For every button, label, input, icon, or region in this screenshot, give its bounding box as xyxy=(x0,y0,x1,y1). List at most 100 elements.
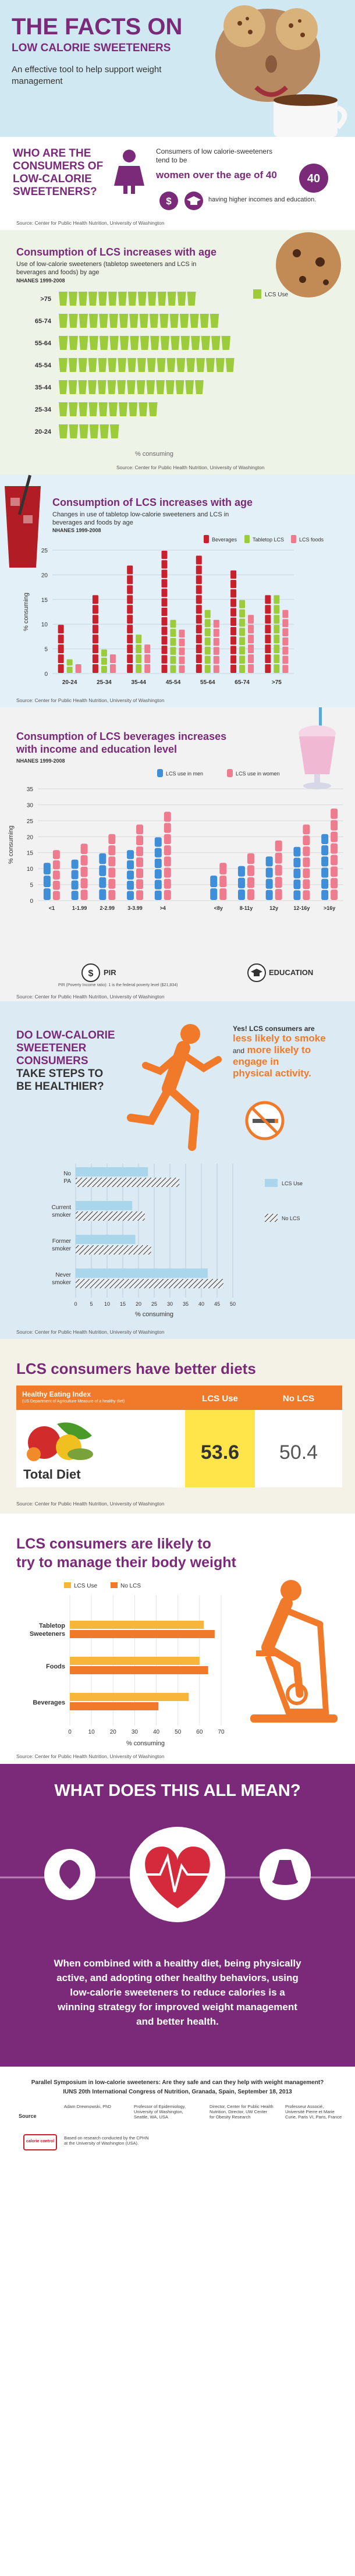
type-bar-segment xyxy=(274,664,280,673)
type-bar-segment xyxy=(196,575,202,584)
type-bar-segment xyxy=(127,605,133,614)
type-bar-segment xyxy=(196,605,202,614)
healthy-q-l2: SWEETENER xyxy=(16,1042,87,1054)
age-cup xyxy=(166,358,176,372)
type-bar-segment xyxy=(248,615,254,624)
manage-chart: LCS Use No LCS 0 10 20 30 40 50 60 70 Tabletop Swee… xyxy=(30,1582,225,1747)
age-x-axis-label: % consuming xyxy=(135,451,173,458)
income-bar-segment xyxy=(321,890,329,900)
manage-bar-nolcs xyxy=(70,1702,159,1710)
type-bar-segment xyxy=(230,598,237,607)
svg-text:$: $ xyxy=(166,196,172,207)
calorie-control-logo-text: calorie control xyxy=(26,2139,55,2143)
age-cup xyxy=(59,314,68,328)
footer-person-role1: Professor of Epidemiology, University of… xyxy=(134,2104,186,2120)
type-x-tick: 25-34 xyxy=(97,679,112,686)
type-bar-segment xyxy=(196,664,202,673)
diet-index-sub: (US Department of Agriculture Measure of… xyxy=(22,1399,125,1404)
type-bar-segment xyxy=(161,589,168,597)
type-y-axis-label: % consuming xyxy=(23,593,30,631)
type-bar-segment xyxy=(92,664,98,673)
diet-source: Source: Center for Public Health Nutriti… xyxy=(16,1501,165,1507)
age-bar xyxy=(59,424,119,438)
income-bar-segment xyxy=(127,870,134,880)
type-y-tick: 10 xyxy=(41,622,48,628)
age-cup xyxy=(169,314,179,328)
income-bar-segment xyxy=(136,890,144,900)
type-bar-segment xyxy=(265,595,271,604)
manage-bar-lcs xyxy=(70,1693,189,1701)
age-cup xyxy=(98,402,108,416)
age-bar xyxy=(59,402,158,416)
income-bar-segment xyxy=(108,878,116,889)
manage-bar-nolcs xyxy=(70,1666,208,1674)
income-bar-segment xyxy=(71,880,79,890)
age-cup xyxy=(149,314,159,328)
type-bar-segment xyxy=(213,655,219,664)
age-cup xyxy=(79,424,88,438)
type-bar-segment xyxy=(230,570,237,579)
pir-note: PIR (Poverty Income ratio): 1 is the fed… xyxy=(58,983,178,987)
type-bar-segment xyxy=(239,618,246,627)
type-legend-label: Tabletop LCS xyxy=(253,537,284,543)
age-40-badge: 40 xyxy=(299,164,328,193)
income-bar-segment xyxy=(80,855,88,866)
healthy-legend-swatch xyxy=(265,1214,278,1222)
age-cup xyxy=(59,336,68,350)
diet-title: LCS consumers have better diets xyxy=(16,1360,256,1377)
type-y-tick: 15 xyxy=(41,597,48,604)
healthy-y-tick: smoker xyxy=(52,1246,71,1252)
income-bar-segment xyxy=(52,850,60,859)
type-bar-segment xyxy=(265,635,271,644)
type-bar-segment xyxy=(204,610,211,618)
type-bar-segment xyxy=(170,619,176,628)
source-label: Source xyxy=(19,2113,37,2119)
income-bar-segment xyxy=(321,856,329,867)
age-cup xyxy=(210,314,219,328)
age-cup xyxy=(98,358,107,372)
healthy-source: Source: Center for Public Health Nutriti… xyxy=(16,1329,165,1335)
income-bar-segment xyxy=(154,890,162,900)
who-section: WHO ARE THE CONSUMERS OF LOW-CALORIE SWE… xyxy=(0,137,355,230)
milkshake-illustration xyxy=(299,707,336,789)
age-cup xyxy=(150,336,159,350)
healthy-answer: Yes! LCS consumers are less likely to sm… xyxy=(233,1025,349,1079)
healthy-x-tick: 5 xyxy=(90,1301,93,1307)
type-y-tick: 5 xyxy=(44,647,48,653)
income-x-tick: 2-2.99 xyxy=(100,905,115,911)
type-bar-segment xyxy=(213,665,219,673)
income-bar-segment xyxy=(237,866,245,877)
type-bar-segment xyxy=(101,665,107,673)
type-bar-segment xyxy=(127,595,133,604)
income-bar-segment xyxy=(237,889,245,900)
age-tick-label: >75 xyxy=(40,296,51,303)
income-y-tick: 20 xyxy=(27,834,34,841)
income-bar-segment xyxy=(303,857,310,867)
type-bar-segment xyxy=(66,667,73,673)
income-legend-swatch xyxy=(227,769,233,777)
type-x-tick: 65-74 xyxy=(235,679,250,686)
type-bar-segment xyxy=(239,628,246,636)
income-bar-segment xyxy=(80,844,88,855)
type-bar-segment xyxy=(144,644,151,654)
income-bar-segment xyxy=(331,831,338,842)
income-bar-segment xyxy=(247,889,254,900)
type-bar-segment xyxy=(161,664,168,673)
income-bar-segment xyxy=(275,840,282,852)
manage-legend-swatch xyxy=(64,1582,71,1588)
exercise-bike-icon xyxy=(250,1580,338,1723)
type-bar-segment xyxy=(58,644,64,654)
symposium-l1: Parallel Symposium in low-calorie sweete… xyxy=(31,2079,324,2086)
age-bar xyxy=(59,314,219,328)
healthy-y-tick: Current xyxy=(52,1204,72,1211)
age-cup xyxy=(108,292,117,306)
type-bar-segment xyxy=(109,654,116,664)
age-cup xyxy=(78,358,87,372)
age-cup xyxy=(78,292,87,306)
age-cup xyxy=(176,358,186,372)
type-bar-segment xyxy=(265,615,271,624)
type-chart-title: Consumption of LCS increases with age xyxy=(52,497,253,508)
type-bar-segment xyxy=(179,656,185,664)
type-chart-section: Consumption of LCS increases with age Ch… xyxy=(0,474,355,707)
healthy-bar-nolcs xyxy=(76,1178,180,1187)
